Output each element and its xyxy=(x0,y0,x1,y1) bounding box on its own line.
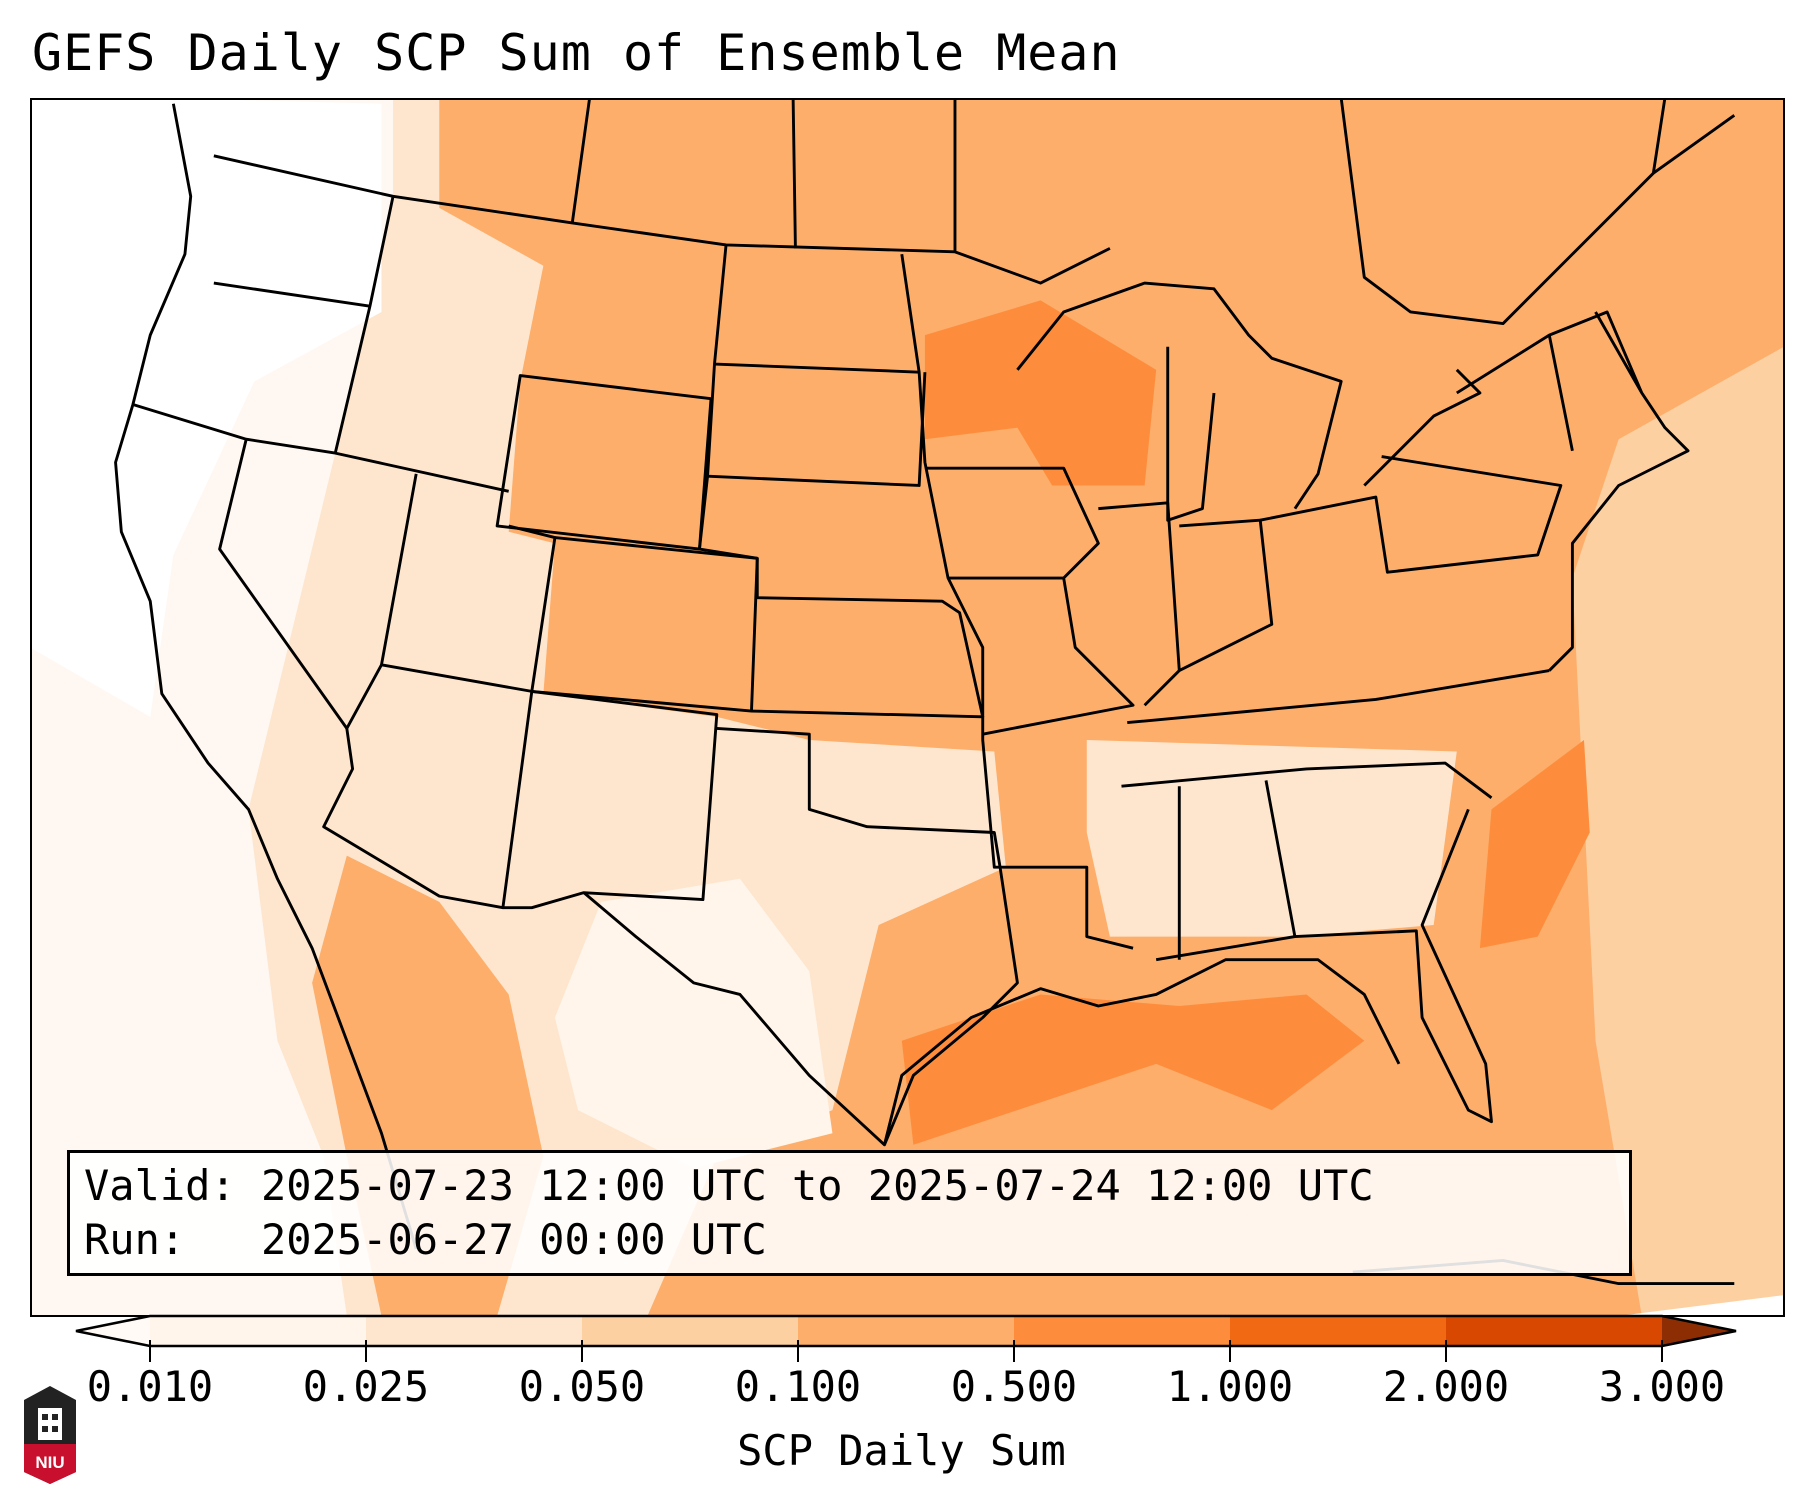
oklahoma-texas xyxy=(582,726,1019,1147)
tn-nc xyxy=(1121,669,1550,799)
nevada-line xyxy=(218,438,348,730)
colorbar-tick xyxy=(149,1340,151,1362)
colorbar-tick xyxy=(1229,1340,1231,1362)
gulf-coast xyxy=(883,958,1401,1146)
valid-label: Valid: xyxy=(84,1161,236,1210)
colorbar-tick xyxy=(581,1340,583,1362)
colorbar-tick xyxy=(365,1340,367,1362)
colorbar-segment-0 xyxy=(76,1316,150,1346)
northwest-white xyxy=(30,98,382,717)
figure-title: GEFS Daily SCP Sum of Ensemble Mean xyxy=(32,24,1121,82)
colorbar-tick-label: 0.100 xyxy=(734,1362,862,1411)
scp-map xyxy=(30,98,1784,1316)
colorbar-tick xyxy=(1661,1340,1663,1362)
colorbar-tick-label: 1.000 xyxy=(1166,1362,1294,1411)
gulf-dark xyxy=(901,994,1365,1145)
colorbar-segment-7 xyxy=(1446,1316,1663,1346)
great-lakes xyxy=(1016,281,1482,522)
southeast-states xyxy=(1155,780,1493,1124)
valid-line: Valid: 2025-07-23 12:00 UTC to 2025-07-2… xyxy=(84,1159,1615,1213)
colorbar-segment-6 xyxy=(1230,1316,1447,1346)
colorbar xyxy=(75,1314,1737,1348)
east-atlantic-light xyxy=(1572,346,1784,1316)
run-value: 2025-06-27 00:00 UTC xyxy=(261,1215,767,1264)
colorbar-tick-label: 0.025 xyxy=(302,1362,430,1411)
southeast-light xyxy=(1086,739,1457,937)
idaho-east xyxy=(333,196,395,454)
colorbar-segment-2 xyxy=(366,1316,583,1346)
west-coast xyxy=(114,103,418,1250)
illinois-indiana xyxy=(1098,501,1274,707)
run-line: Run: 2025-06-27 00:00 UTC xyxy=(84,1213,1615,1267)
iowa-mo xyxy=(924,466,1135,736)
colorbar-tick-label: 0.500 xyxy=(950,1362,1078,1411)
colorbar-segment-8 xyxy=(1662,1316,1736,1346)
colorbar-tick-label: 0.010 xyxy=(86,1362,214,1411)
texas-light xyxy=(554,878,833,1168)
run-label: Run: xyxy=(84,1215,186,1264)
colorbar-tick xyxy=(1013,1340,1015,1362)
niu-logo: NIU xyxy=(24,1386,76,1484)
info-box: Valid: 2025-07-23 12:00 UTC to 2025-07-2… xyxy=(67,1150,1632,1276)
colorbar-tick-label: 2.000 xyxy=(1382,1362,1510,1411)
colorbar-tick-label: 0.050 xyxy=(518,1362,646,1411)
colorbar-segment-3 xyxy=(582,1316,799,1346)
state-borders xyxy=(114,98,1736,1286)
colorbar-tick xyxy=(797,1340,799,1362)
colorbar-segment-1 xyxy=(150,1316,367,1346)
valid-value: 2025-07-23 12:00 UTC to 2025-07-24 12:00… xyxy=(261,1161,1374,1210)
new-mexico xyxy=(502,689,719,910)
colorbar-tick xyxy=(1445,1340,1447,1362)
svg-text:NIU: NIU xyxy=(35,1453,64,1472)
colorbar-tick-label: 3.000 xyxy=(1598,1362,1726,1411)
colorbar-segment-5 xyxy=(1014,1316,1231,1346)
colorbar-label: SCP Daily Sum xyxy=(737,1426,1066,1475)
nebraska-kansas xyxy=(698,476,985,719)
canada-east xyxy=(1339,98,1736,326)
or-south-line xyxy=(132,403,509,493)
colorbar-segment-4 xyxy=(798,1316,1015,1346)
northeast xyxy=(1456,310,1690,672)
ohio-pa xyxy=(1259,455,1563,574)
wisconsin-dark xyxy=(924,300,1157,486)
colorado xyxy=(531,536,759,713)
mississippi-river xyxy=(900,253,1134,950)
wa-or-line xyxy=(213,281,371,308)
carolina-offshore-dark xyxy=(1479,739,1590,949)
